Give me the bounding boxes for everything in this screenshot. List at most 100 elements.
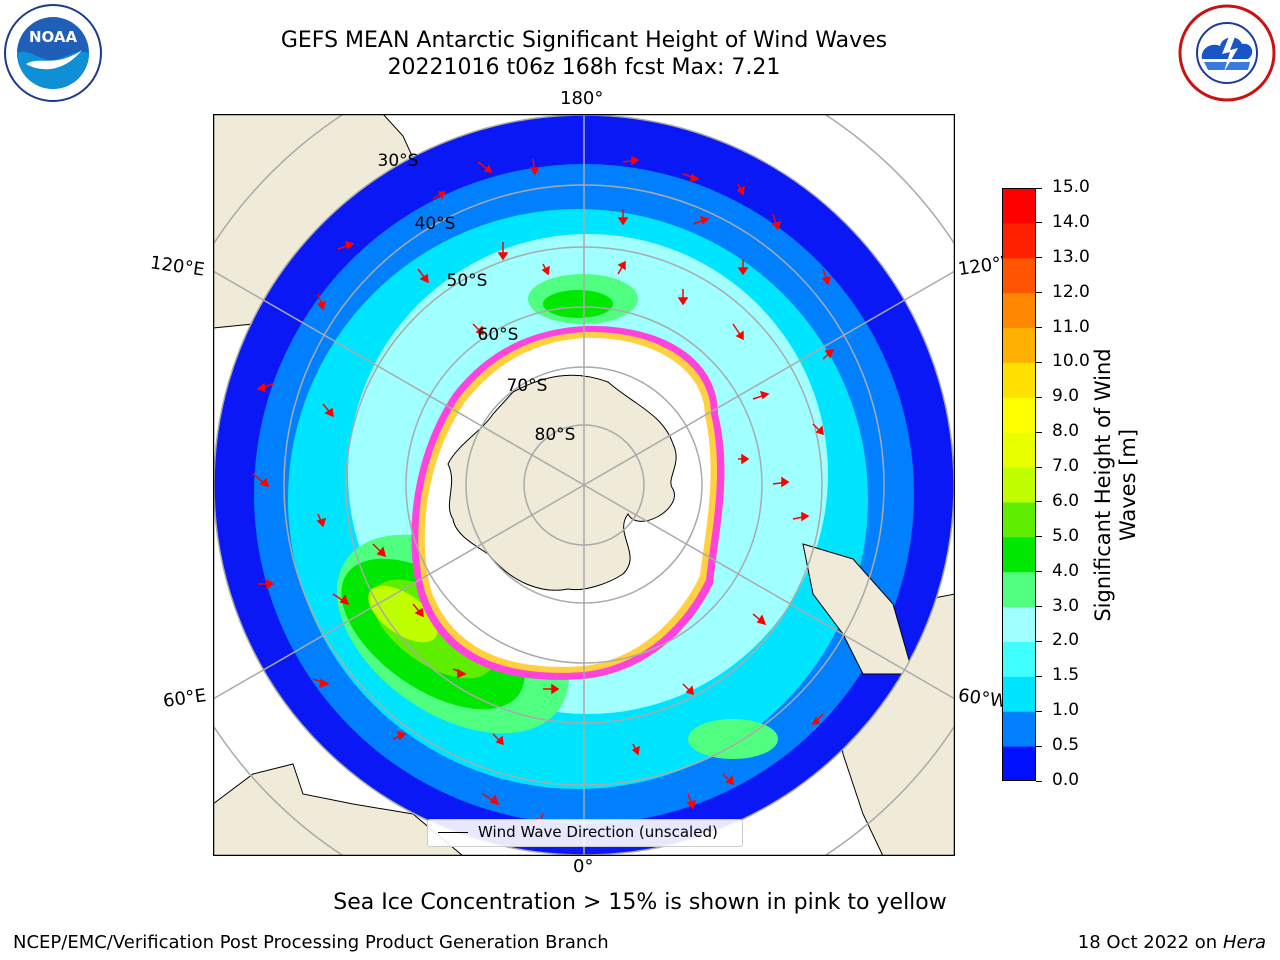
colorbar-tick-label: 5.0: [1052, 525, 1080, 546]
wind-arrow: [722, 773, 734, 786]
wind-arrow: [821, 268, 832, 286]
lat-label-30s: 30°S: [378, 151, 419, 171]
colorbar-tick-mark: [1036, 431, 1042, 433]
africa-land: [213, 763, 464, 856]
colorbar-tick-label: 0.0: [1052, 770, 1080, 790]
wind-arrow: [792, 511, 810, 522]
chart-title: GEFS MEAN Antarctic Significant Height o…: [280, 28, 888, 53]
colorbar-segment: [1002, 606, 1036, 642]
lon-label-180: 180°: [560, 88, 604, 109]
colorbar-tick-mark: [1036, 396, 1042, 398]
colorbar-tick-label: 2.0: [1052, 630, 1080, 651]
wind-arrow: [432, 191, 447, 200]
wind-arrow: [686, 793, 697, 810]
colorbar-tick-label: 14.0: [1052, 211, 1090, 232]
colorbar-tick-mark: [1036, 466, 1042, 468]
colorbar-segment: [1002, 397, 1036, 433]
colorbar-tick-mark: [1036, 675, 1042, 677]
colorbar-segment: [1002, 571, 1036, 608]
wind-arrow: [543, 683, 560, 695]
colorbar-tick-label: 9.0: [1052, 386, 1080, 407]
wind-arrow: [771, 213, 782, 231]
colorbar-tick-mark: [1036, 536, 1042, 538]
wind-arrow: [677, 289, 689, 306]
wind-arrow: [477, 161, 493, 173]
footer-left: NCEP/EMC/Verification Post Processing Pr…: [13, 932, 609, 953]
antarctica-land: [447, 374, 677, 591]
wind-arrow: [732, 323, 744, 341]
wind-arrow: [252, 473, 270, 488]
wind-arrow: [682, 683, 694, 696]
wind-arrow: [316, 513, 327, 528]
colorbar-tick-label: 13.0: [1052, 246, 1090, 267]
lat-label-40s: 40°S: [415, 214, 456, 234]
wind-arrow: [738, 453, 750, 465]
polar-map: 30°S 40°S 50°S 60°S 70°S 80°S: [212, 113, 956, 857]
band-3m-c: [688, 719, 778, 759]
legend-line-sample: [438, 832, 468, 833]
wind-arrow: [541, 263, 550, 276]
wind-arrow: [811, 713, 824, 725]
colorbar-segment: [1002, 711, 1036, 747]
colorbar-tick-mark: [1036, 640, 1042, 642]
wind-arrow: [736, 183, 745, 196]
wind-arrow: [682, 173, 700, 183]
colorbar-segment: [1002, 467, 1036, 503]
sea-ice-note: Sea Ice Concentration > 15% is shown in …: [333, 890, 947, 915]
wind-arrow: [812, 423, 824, 436]
colorbar-tick-mark: [1036, 257, 1042, 259]
colorbar-tick-mark: [1036, 710, 1042, 712]
wind-arrow: [452, 668, 467, 679]
colorbar-tick-mark: [1036, 327, 1042, 329]
wind-arrow: [392, 730, 407, 741]
wind-arrow: [497, 242, 509, 261]
legend-label: Wind Wave Direction (unscaled): [478, 823, 718, 841]
wind-arrow: [752, 390, 770, 400]
colorbar-segment: [1002, 257, 1036, 294]
colorbar-tick-label: 11.0: [1052, 316, 1090, 337]
wind-arrow: [631, 743, 640, 756]
lon-label-60e: 60°E: [161, 685, 208, 712]
colorbar-tick-label: 8.0: [1052, 421, 1080, 442]
wind-arrow: [482, 793, 500, 806]
wind-arrow: [258, 578, 275, 590]
colorbar-tick-label: 15.0: [1052, 177, 1090, 197]
footer-right: 18 Oct 2022 on Hera: [1078, 932, 1266, 953]
wind-arrow: [622, 155, 640, 166]
wind-arrow: [372, 543, 387, 558]
wind-arrow: [752, 613, 767, 626]
colorbar-tick-label: 4.0: [1052, 560, 1080, 581]
colorbar-segment: [1002, 746, 1036, 782]
colorbar-segment: [1002, 501, 1036, 538]
colorbar-tick-mark: [1036, 780, 1042, 782]
wind-arrow: [337, 240, 355, 250]
wind-arrow: [312, 678, 330, 689]
map-legend: Wind Wave Direction (unscaled): [427, 819, 743, 847]
lat-label-70s: 70°S: [507, 376, 548, 396]
wind-arrow: [472, 323, 484, 336]
footer-machine: Hera: [1222, 932, 1266, 953]
wind-arrow: [417, 268, 429, 284]
colorbar-segment: [1002, 292, 1036, 329]
colorbar-tick-mark: [1036, 222, 1042, 224]
lat-label-80s: 80°S: [535, 425, 576, 445]
colorbar-segment: [1002, 536, 1036, 573]
colorbar: [1002, 188, 1036, 782]
wind-arrow: [492, 733, 504, 746]
wind-arrow: [412, 603, 424, 618]
colorbar-tick-label: 10.0: [1052, 351, 1090, 372]
colorbar-tick-mark: [1036, 187, 1042, 189]
wind-arrow: [692, 215, 710, 225]
colorbar-tick-label: 3.0: [1052, 595, 1080, 616]
lon-label-60w: 60°W: [956, 684, 1006, 713]
wind-arrow: [529, 158, 540, 176]
band-4m-b: [543, 290, 613, 318]
colorbar-segment: [1002, 641, 1036, 677]
colorbar-tick-label: 0.5: [1052, 735, 1080, 756]
chart-subtitle: 20221016 t06z 168h fcst Max: 7.21: [387, 55, 781, 80]
wind-arrow: [617, 260, 626, 275]
lon-label-120w: 120°W: [956, 252, 1006, 281]
wind-arrow: [822, 349, 835, 360]
lon-label-0: 0°: [573, 856, 594, 877]
wind-arrow: [316, 293, 327, 311]
